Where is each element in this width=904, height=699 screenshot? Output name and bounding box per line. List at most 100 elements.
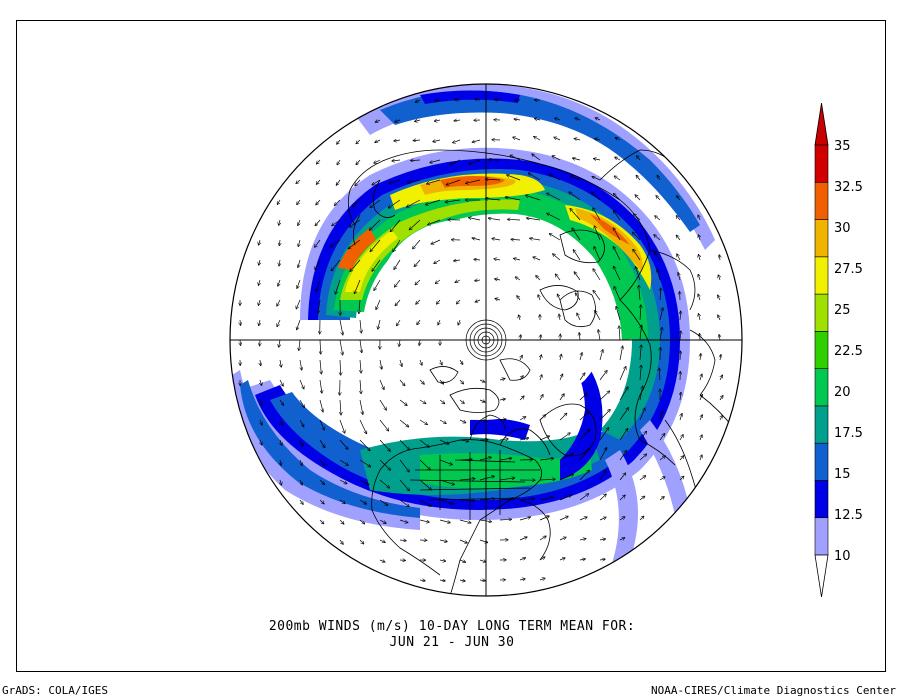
wind-vector-arrow — [549, 174, 561, 181]
wind-vector-arrow — [439, 540, 447, 542]
colorbar-tick-label: 22.5 — [834, 344, 863, 359]
wind-vector-arrow — [296, 179, 301, 183]
wind-vector-arrow — [519, 558, 525, 560]
wind-vector-arrow — [298, 239, 300, 246]
wind-vector-arrow — [614, 176, 621, 181]
wind-vector-arrow — [393, 239, 401, 252]
wind-vector-arrow — [372, 179, 381, 185]
wind-vector-arrow — [395, 299, 401, 306]
wind-vector-arrow — [419, 499, 431, 506]
wind-vector-arrow — [379, 560, 385, 562]
wind-vector-arrow — [315, 259, 321, 269]
wind-vector-arrow — [719, 396, 723, 401]
wind-vector-arrow — [260, 439, 262, 445]
wind-vector-arrow — [376, 299, 381, 309]
wind-vector-arrow — [513, 137, 521, 141]
wind-vector-arrow — [419, 459, 430, 470]
colorbar-over-arrow — [814, 102, 829, 146]
wind-vector-arrow — [495, 279, 501, 280]
wind-vector-arrow — [339, 319, 343, 335]
wind-vector-arrow — [319, 439, 325, 448]
wind-vector-arrow — [459, 560, 465, 562]
wind-vector-arrow — [399, 379, 405, 386]
wind-vector-arrow — [619, 387, 628, 401]
wind-vector-arrow — [279, 379, 283, 386]
colorbar-swatch — [814, 517, 829, 556]
wind-vector-arrow — [469, 159, 481, 164]
wind-vector-arrow — [659, 497, 664, 501]
wind-vector-arrow — [700, 435, 702, 441]
wind-vector-arrow — [598, 330, 600, 341]
wind-vector-arrow — [348, 239, 361, 249]
wind-vector-arrow — [698, 215, 700, 221]
wind-vector-arrow — [599, 517, 606, 521]
wind-vector-arrow — [506, 197, 521, 201]
wind-vector-arrow — [277, 299, 281, 306]
wind-vector-arrow — [399, 459, 409, 472]
wind-vector-arrow — [459, 459, 472, 460]
wind-vector-arrow — [415, 100, 421, 102]
wind-vector-arrow — [559, 453, 573, 461]
wind-vector-arrow — [472, 139, 481, 142]
wind-vector-arrow — [680, 414, 682, 421]
wind-vector-arrow — [299, 439, 303, 446]
wind-vector-arrow — [317, 159, 321, 164]
wind-vector-arrow — [530, 238, 541, 240]
wind-vector-arrow — [539, 479, 555, 480]
wind-vector-arrow — [579, 494, 588, 501]
wind-vector-arrow — [279, 399, 284, 405]
wind-vector-arrow — [428, 219, 441, 225]
wind-vector-arrow — [614, 194, 621, 201]
wind-vector-arrow — [379, 439, 390, 451]
wind-vector-arrow — [360, 339, 362, 352]
colorbar-swatch — [814, 181, 829, 220]
wind-vector-arrow — [619, 538, 625, 540]
wind-vector-arrow — [320, 339, 321, 354]
wind-vector-arrow — [427, 179, 441, 184]
wind-vector-arrow — [614, 287, 621, 301]
wind-vector-arrow — [539, 458, 553, 460]
wind-vector-arrow — [299, 339, 300, 350]
wind-vector-arrow — [439, 379, 443, 384]
wind-vector-arrow — [679, 476, 684, 481]
coastlines — [347, 149, 736, 596]
wind-vector-arrow — [499, 439, 508, 440]
wind-vector-arrow — [339, 439, 348, 449]
wind-vector-arrow — [580, 353, 582, 361]
wind-vector-arrow — [599, 494, 606, 501]
wind-vector-arrow — [399, 499, 409, 507]
wind-vector-arrow — [619, 408, 628, 421]
wind-vector-arrow — [579, 539, 586, 540]
wind-vector-arrow — [459, 580, 465, 581]
wind-vector-arrow — [534, 137, 541, 141]
wind-vector-arrow — [659, 368, 660, 381]
wind-vector-arrow — [559, 516, 568, 521]
wind-vector-arrow — [637, 156, 641, 161]
wind-vector-arrow — [528, 173, 541, 181]
wind-vector-arrow — [439, 560, 446, 561]
wind-vector-arrow — [519, 499, 534, 500]
wind-vector-arrow — [298, 219, 300, 225]
wind-vector-arrow — [450, 159, 461, 165]
wind-vector-arrow — [654, 235, 661, 241]
wind-vector-arrow — [297, 199, 301, 204]
wind-speed-shading — [231, 84, 715, 570]
wind-vector-arrow — [679, 456, 684, 461]
wind-vector-arrow — [536, 276, 541, 281]
wind-vector-arrow — [559, 374, 563, 381]
wind-vector-arrow — [316, 199, 321, 205]
wind-vector-arrow — [517, 296, 521, 301]
wind-vector-arrow — [619, 517, 625, 521]
wind-vector-arrow — [419, 339, 420, 345]
wind-vector-arrow — [360, 359, 361, 373]
wind-vector-arrow — [315, 239, 321, 247]
wind-vector-arrow — [374, 159, 381, 163]
wind-vector-arrow — [499, 379, 505, 381]
wind-vector-arrow — [659, 411, 663, 421]
colorbar-tick-label: 35 — [834, 139, 851, 154]
wind-vector-arrow — [680, 393, 681, 401]
wind-vector-arrow — [414, 259, 421, 266]
wind-vector-arrow — [352, 199, 361, 206]
wind-vector-arrow — [539, 536, 546, 541]
wind-vector-arrow — [410, 219, 421, 230]
